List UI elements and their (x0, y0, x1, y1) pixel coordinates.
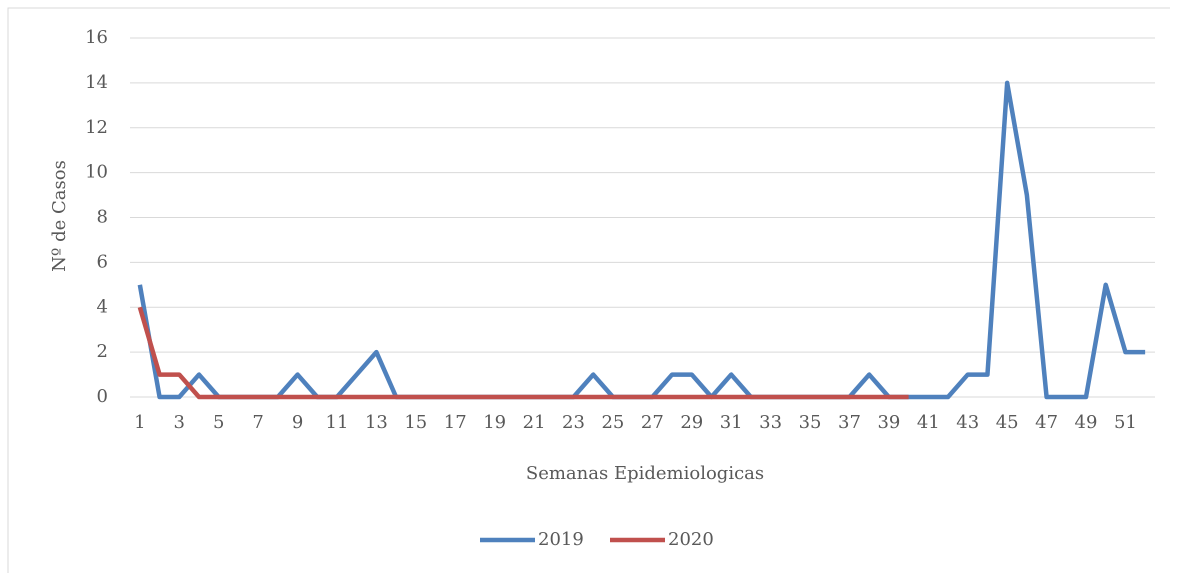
y-axis-label: Nº de Casos (49, 160, 70, 272)
y-tick-label: 14 (85, 72, 108, 93)
line-series (137, 80, 1146, 400)
x-tick-label: 43 (956, 412, 979, 433)
x-axis-label: Semanas Epidemiologicas (526, 463, 764, 484)
chart-frame (7, 7, 1170, 573)
x-tick-label: 3 (174, 412, 185, 433)
x-tick-label: 37 (838, 412, 861, 433)
x-tick-label: 47 (1035, 412, 1058, 433)
x-tick-label: 11 (326, 412, 349, 433)
x-tick-label: 17 (444, 412, 467, 433)
y-tick-label: 2 (97, 341, 108, 362)
x-tick-label: 33 (759, 412, 782, 433)
x-tick-label: 23 (562, 412, 585, 433)
x-tick-label: 31 (720, 412, 743, 433)
x-tick-label: 29 (680, 412, 703, 433)
x-tick-label: 51 (1114, 412, 1137, 433)
x-tick-label: 41 (917, 412, 940, 433)
x-tick-label: 35 (799, 412, 822, 433)
x-tick-label: 45 (996, 412, 1019, 433)
y-tick-label: 8 (97, 207, 108, 228)
x-tick-label: 21 (523, 412, 546, 433)
x-tick-label: 5 (213, 412, 224, 433)
line-series (137, 306, 909, 400)
x-tick-label: 1 (134, 412, 145, 433)
x-tick-label: 15 (404, 412, 427, 433)
x-tick-label: 13 (365, 412, 388, 433)
x-tick-label: 49 (1075, 412, 1098, 433)
y-tick-label: 16 (85, 27, 108, 48)
x-tick-label: 25 (601, 412, 624, 433)
x-tick-label: 19 (483, 412, 506, 433)
y-tick-label: 6 (97, 251, 108, 272)
x-tick-label: 39 (877, 412, 900, 433)
x-tick-label: 27 (641, 412, 664, 433)
y-tick-label: 10 (85, 162, 108, 183)
y-tick-label: 4 (97, 296, 108, 317)
y-tick-label: 0 (97, 386, 108, 407)
legend-label: 2019 (538, 529, 584, 550)
legend-label: 2020 (668, 529, 714, 550)
x-tick-label: 9 (292, 412, 303, 433)
y-tick-label: 12 (85, 117, 108, 138)
x-tick-label: 7 (252, 412, 263, 433)
